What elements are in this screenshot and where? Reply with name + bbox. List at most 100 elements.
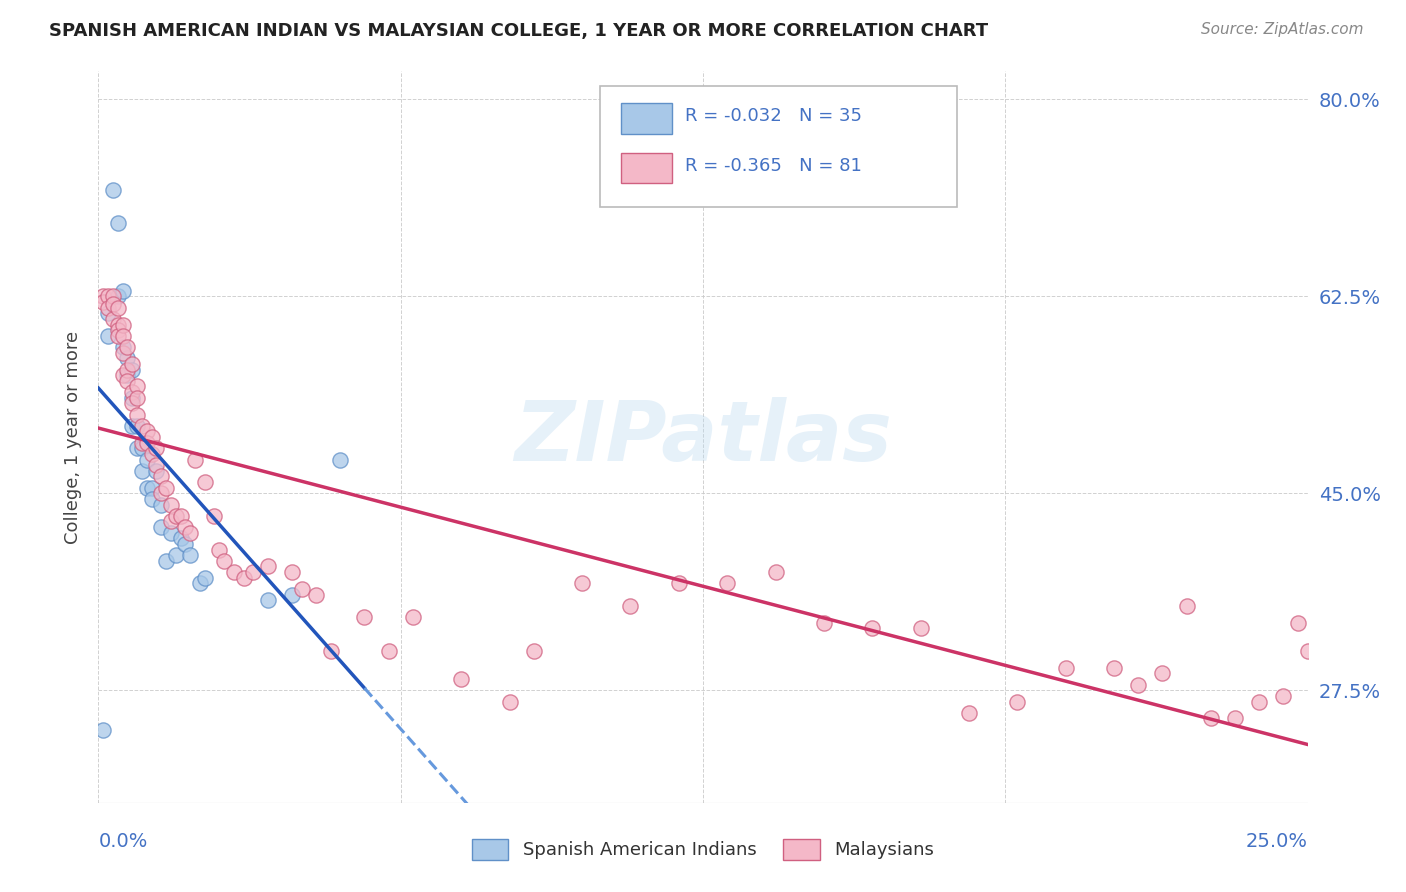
Point (135, 481, 157, 495)
Text: SPANISH AMERICAN INDIAN VS MALAYSIAN COLLEGE, 1 YEAR OR MORE CORRELATION CHART: SPANISH AMERICAN INDIAN VS MALAYSIAN COL… (49, 22, 988, 40)
Point (150, 486, 173, 500)
Point (145, 464, 167, 478)
Point (111, 340, 134, 354)
Point (117, 368, 139, 383)
Point (131, 418, 153, 433)
Point (1296, 644, 1319, 658)
Point (194, 571, 217, 585)
Point (290, 582, 312, 596)
Point (141, 481, 163, 495)
Point (402, 610, 425, 624)
Point (107, 323, 129, 337)
Point (212, 554, 235, 568)
Point (1223, 711, 1246, 725)
Point (179, 548, 201, 562)
Point (121, 396, 143, 410)
Point (765, 565, 787, 579)
Point (377, 644, 399, 658)
Point (498, 694, 520, 708)
Point (107, 301, 129, 315)
Point (1199, 711, 1222, 725)
Point (107, 328, 129, 343)
Point (97, 289, 120, 303)
Point (145, 458, 167, 473)
Point (174, 520, 197, 534)
Point (813, 615, 835, 630)
Point (222, 565, 245, 579)
Point (169, 508, 191, 523)
Point (131, 442, 153, 456)
FancyBboxPatch shape (600, 86, 957, 207)
Point (619, 599, 641, 613)
Point (150, 520, 173, 534)
Point (194, 475, 217, 489)
Point (101, 312, 124, 326)
Text: R = -0.365   N = 81: R = -0.365 N = 81 (685, 157, 862, 175)
Point (160, 525, 183, 540)
Point (1007, 694, 1029, 708)
Point (910, 621, 932, 635)
Point (957, 706, 980, 720)
Point (91, 723, 114, 737)
Point (117, 374, 139, 388)
Point (204, 508, 226, 523)
Point (1286, 615, 1309, 630)
Point (860, 621, 883, 635)
Bar (621, 153, 672, 183)
Point (107, 318, 129, 332)
Point (150, 469, 173, 483)
Text: R = -0.032   N = 35: R = -0.032 N = 35 (685, 107, 862, 125)
Point (107, 289, 129, 303)
Point (111, 318, 134, 332)
Point (97, 301, 120, 315)
Point (208, 542, 231, 557)
Point (256, 559, 278, 574)
Point (141, 447, 163, 461)
Point (1175, 599, 1198, 613)
Point (179, 525, 201, 540)
Point (169, 532, 191, 546)
Point (160, 498, 183, 512)
Point (155, 481, 177, 495)
Point (127, 418, 149, 433)
Point (107, 216, 129, 230)
Point (91, 295, 114, 310)
Point (111, 368, 134, 383)
Point (135, 452, 157, 467)
Point (165, 508, 187, 523)
Point (353, 610, 375, 624)
Point (141, 430, 163, 444)
Point (117, 351, 139, 366)
Point (97, 306, 120, 320)
Point (184, 452, 207, 467)
Point (117, 340, 139, 354)
Text: ZIPatlas: ZIPatlas (515, 397, 891, 477)
Text: Source: ZipAtlas.com: Source: ZipAtlas.com (1201, 22, 1364, 37)
Point (101, 182, 124, 196)
Point (160, 515, 183, 529)
Point (523, 644, 546, 658)
Point (155, 554, 177, 568)
Point (716, 576, 738, 591)
Point (1102, 661, 1125, 675)
Point (127, 379, 149, 393)
Point (127, 408, 149, 422)
Point (668, 576, 690, 591)
Bar (621, 103, 672, 134)
Point (174, 537, 197, 551)
Point (91, 289, 114, 303)
Point (111, 345, 134, 359)
Point (131, 435, 153, 450)
Legend: Spanish American Indians, Malaysians: Spanish American Indians, Malaysians (465, 831, 941, 867)
Point (131, 464, 153, 478)
Point (135, 425, 157, 439)
Point (319, 644, 342, 658)
Point (127, 391, 149, 405)
Point (121, 357, 143, 371)
Point (145, 442, 167, 456)
Point (121, 385, 143, 400)
Point (1054, 661, 1077, 675)
Point (281, 565, 304, 579)
Point (165, 548, 187, 562)
Point (101, 297, 124, 311)
